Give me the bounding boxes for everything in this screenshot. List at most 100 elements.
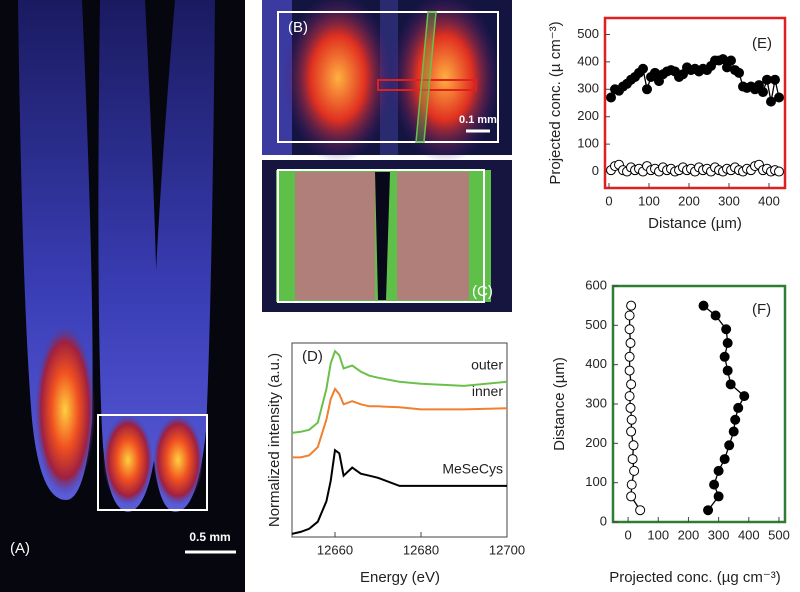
y-tick-label: 100 <box>585 474 607 489</box>
y-axis-title: Normalized intensity (a.u.) <box>266 353 283 527</box>
panel-label: (F) <box>752 301 771 318</box>
data-point <box>624 351 635 362</box>
x-axis-title: Distance (µm) <box>648 215 742 232</box>
data-point <box>726 55 736 66</box>
x-tick-label: 100 <box>647 527 669 542</box>
y-tick-label: 400 <box>585 356 607 371</box>
y-tick-label: 100 <box>577 136 599 151</box>
panel-label: (A) <box>10 540 30 557</box>
x-tick-label: 100 <box>638 193 660 208</box>
series-label: MeSeCys <box>442 461 503 477</box>
data-point <box>628 440 639 451</box>
data-point <box>770 74 780 85</box>
panel-label: (C) <box>472 283 493 300</box>
series-label: outer <box>471 357 503 373</box>
data-point <box>650 67 660 78</box>
data-point <box>758 87 768 98</box>
y-axis-title: Projected conc. (µ cm⁻³) <box>547 21 564 184</box>
data-point <box>624 324 635 335</box>
data-point <box>713 491 724 502</box>
y-tick-label: 0 <box>592 163 599 178</box>
data-point <box>626 379 637 390</box>
data-point <box>626 414 637 425</box>
data-point <box>625 402 636 413</box>
data-point <box>719 454 730 465</box>
data-point <box>739 391 750 402</box>
data-point <box>724 440 735 451</box>
x-tick-label: 300 <box>718 193 740 208</box>
plot-frame <box>603 16 787 190</box>
panel-label: (D) <box>302 348 323 365</box>
scale-bar-label: 0.5 mm <box>189 530 230 544</box>
data-point <box>718 54 728 65</box>
data-point <box>766 96 776 107</box>
panel-a: (A) 0.5 mm <box>0 0 245 592</box>
data-point <box>710 310 721 321</box>
x-tick-label: 0 <box>624 527 631 542</box>
scale-bar-label: 0.1 mm <box>459 114 497 126</box>
data-point <box>626 426 637 437</box>
panel-label: (E) <box>752 35 772 52</box>
data-point <box>719 351 730 362</box>
y-tick-label: 200 <box>577 108 599 123</box>
series-label: inner <box>472 383 503 399</box>
y-axis-title: Distance (µm) <box>551 357 568 451</box>
x-tick-label: 200 <box>678 527 700 542</box>
data-point <box>642 84 652 95</box>
y-tick-label: 500 <box>585 317 607 332</box>
data-point <box>625 338 636 349</box>
data-point <box>703 505 714 516</box>
x-tick-label: 500 <box>768 527 790 542</box>
panel-b: (B) 0.1 mm <box>262 0 512 163</box>
y-tick-label: 200 <box>585 435 607 450</box>
data-point <box>733 402 744 413</box>
data-point <box>709 479 720 490</box>
data-point <box>722 338 733 349</box>
x-tick-label: 12700 <box>489 542 525 557</box>
data-point <box>721 324 732 335</box>
data-point <box>725 379 736 390</box>
y-tick-label: 400 <box>577 53 599 68</box>
plot-frame <box>291 342 508 538</box>
x-tick-label: 200 <box>678 193 700 208</box>
y-tick-label: 300 <box>585 395 607 410</box>
data-point <box>626 479 637 490</box>
data-point <box>624 391 635 402</box>
spectrum-line <box>291 349 508 434</box>
data-point <box>626 491 637 502</box>
data-point <box>627 454 638 465</box>
spectrum-line <box>292 386 508 459</box>
x-tick-label: 0 <box>605 193 612 208</box>
x-tick-label: 12680 <box>403 542 439 557</box>
y-tick-label: 300 <box>577 81 599 96</box>
data-point <box>728 426 739 437</box>
y-tick-label: 0 <box>600 513 607 528</box>
panel-label: (B) <box>288 19 308 36</box>
data-point <box>698 300 709 311</box>
data-point <box>774 92 784 103</box>
x-tick-label: 400 <box>758 193 780 208</box>
data-point <box>734 67 744 78</box>
spectrum-line <box>291 448 507 535</box>
x-axis-title: Energy (eV) <box>360 569 440 586</box>
data-point <box>606 92 616 103</box>
y-tick-label: 600 <box>585 277 607 292</box>
x-axis-title: Projected conc. (µg cm⁻³) <box>609 569 781 586</box>
data-point <box>624 365 635 376</box>
data-point <box>626 300 637 311</box>
data-point <box>730 414 741 425</box>
data-point <box>722 365 733 376</box>
panel-c: (C) <box>262 160 512 312</box>
plot-frame <box>611 284 787 524</box>
x-tick-label: 400 <box>738 527 760 542</box>
data-point <box>638 63 648 74</box>
data-point <box>629 465 640 476</box>
data-point <box>635 505 646 516</box>
data-point <box>713 465 724 476</box>
y-tick-label: 500 <box>577 26 599 41</box>
data-point <box>624 310 635 321</box>
data-point <box>774 166 784 177</box>
x-tick-label: 12660 <box>317 542 353 557</box>
x-tick-label: 300 <box>708 527 730 542</box>
